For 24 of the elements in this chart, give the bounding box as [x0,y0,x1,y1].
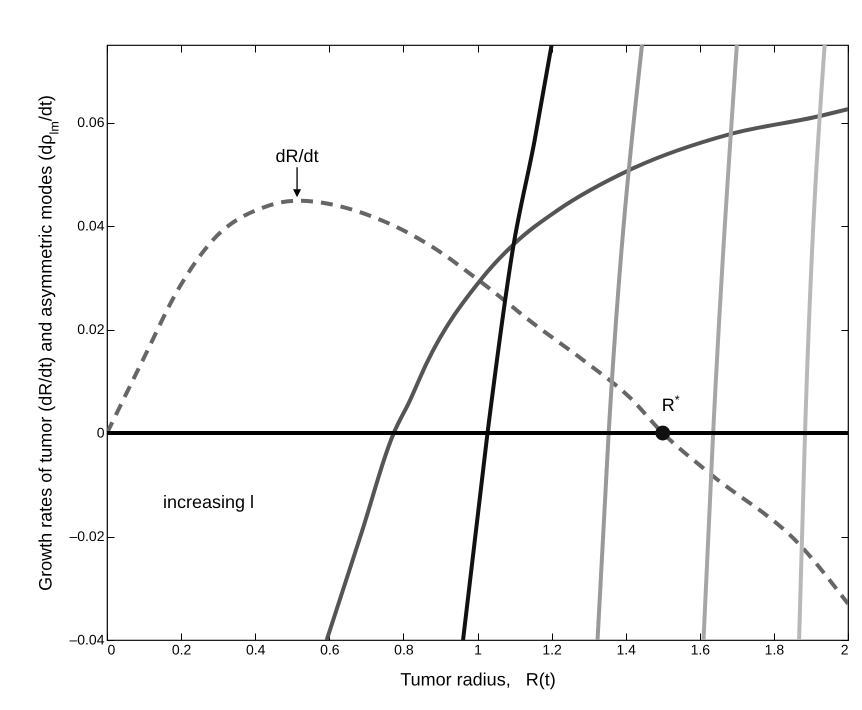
x-tick-label: 2 [840,642,849,658]
x-tick-label: 0.8 [394,642,414,658]
line-series [324,107,848,640]
x-tick-label: 0.6 [320,642,340,658]
y-tick-label: 0.02 [77,321,105,338]
x-tick-label: 0.4 [246,642,266,658]
x-tick-label: 1.8 [764,642,784,658]
line-series [107,198,848,606]
x-tick-label: 1.6 [690,642,710,658]
line-series [461,45,554,640]
y-tick-label: –0.04 [69,632,105,648]
x-tick-label: 1 [474,642,482,658]
annotation: increasing l [163,492,254,512]
y-tick-label: 0 [96,424,105,441]
x-tick-label: 0 [108,642,116,658]
x-axis-title: Tumor radius, R(t) [400,670,556,690]
annotation: dR/dt [276,146,319,166]
y-tick-label: 0.06 [77,114,105,130]
x-tick-label: 1.4 [616,642,636,658]
annotation: R$^{*}$ [662,393,680,416]
x-tick-label: 0.2 [172,642,192,658]
y-tick-label: –0.02 [69,528,105,544]
x-tick-label: 1.2 [542,642,562,658]
y-tick-label: 0.04 [77,218,105,234]
